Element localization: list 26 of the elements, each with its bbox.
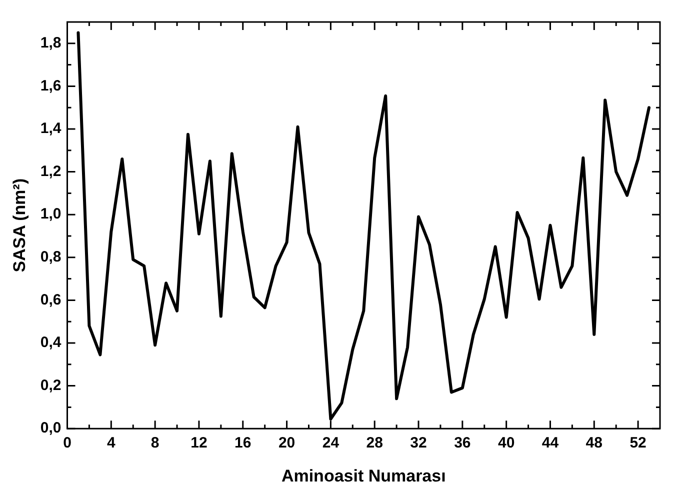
x-tick-label: 0 — [63, 434, 72, 452]
x-tick-label: 16 — [234, 434, 252, 452]
x-tick-label: 44 — [542, 434, 560, 452]
x-tick-label: 52 — [630, 434, 646, 452]
y-tick-label: 0,4 — [40, 334, 62, 352]
x-tick-label: 48 — [586, 434, 602, 452]
y-tick-label: 1,8 — [40, 34, 62, 52]
x-tick-label: 12 — [190, 434, 208, 452]
y-tick-label: 0,6 — [40, 291, 62, 308]
x-tick-label: 4 — [106, 434, 116, 452]
x-tick-label: 24 — [322, 434, 340, 452]
x-tick-label: 20 — [278, 434, 296, 452]
y-tick-label: 1,2 — [40, 162, 62, 180]
x-tick-label: 36 — [454, 434, 471, 452]
y-axis-title: SASA (nm²) — [10, 178, 29, 272]
y-tick-label: 1,4 — [40, 120, 62, 138]
y-tick-label: 1,6 — [40, 77, 62, 94]
y-tick-label: 0,0 — [40, 420, 62, 437]
x-tick-label: 40 — [498, 434, 515, 452]
y-tick-label: 0,2 — [40, 376, 62, 394]
x-tick-label: 8 — [150, 434, 160, 452]
y-tick-label: 0,8 — [40, 248, 62, 266]
x-axis-title: Aminoasit Numarası — [281, 466, 446, 486]
x-tick-label: 28 — [366, 434, 383, 452]
y-tick-label: 1,0 — [40, 206, 62, 223]
x-tick-label: 32 — [410, 434, 427, 452]
